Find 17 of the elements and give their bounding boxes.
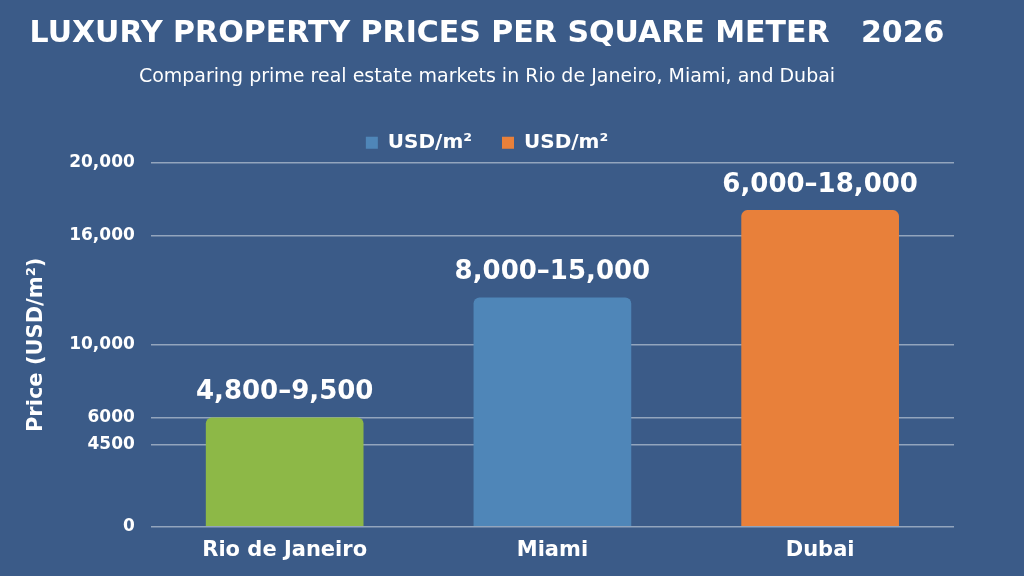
chart-title: LUXURY PROPERTY PRICES PER SQUARE METER 2026: [29, 13, 945, 49]
x-tick-label: Miami: [516, 536, 589, 561]
y-tick-label: 10,000: [69, 333, 135, 354]
legend-label: USD/m²: [524, 129, 609, 153]
y-tick-label: 0: [122, 515, 135, 536]
data-label: 6,000–18,000: [722, 167, 918, 198]
data-label: 8,000–15,000: [454, 255, 651, 286]
y-tick-label: 6000: [87, 406, 135, 427]
data-label: 4,800–9,500: [195, 375, 374, 406]
x-tick-label: Rio de Janeiro: [202, 536, 368, 561]
y-axis-title: Price (USD/m²): [23, 257, 48, 433]
y-tick-label: 16,000: [69, 224, 135, 245]
y-tick-label: 4500: [87, 433, 135, 454]
x-tick-label: Dubai: [785, 536, 855, 561]
legend-label: USD/m²: [387, 129, 473, 153]
y-tick-label: 20,000: [69, 151, 135, 172]
chart-subtitle: Comparing prime real estate markets in Rio de Janeiro, Miami, and Dubai: [138, 64, 836, 87]
